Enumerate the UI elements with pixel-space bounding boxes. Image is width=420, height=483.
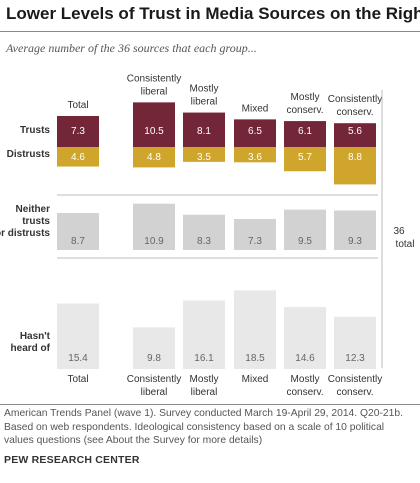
trusts-value: 6.1 — [298, 126, 312, 137]
unheard-value: 18.5 — [245, 353, 265, 364]
neither-bar — [234, 218, 276, 250]
trusts-value: 7.3 — [71, 126, 85, 137]
category-label-bottom: liberal — [191, 387, 218, 398]
unheard-bar — [284, 306, 326, 369]
trusts-bar — [133, 102, 175, 147]
neither-bar — [57, 213, 99, 250]
category-label-top: liberal — [141, 86, 168, 97]
footer-rule — [0, 404, 420, 405]
category-label-bottom: conserv. — [286, 387, 323, 398]
distrusts-value: 4.8 — [147, 152, 161, 163]
category-label-top: Mostly — [291, 92, 320, 103]
row-label-unheard: Hasn't — [20, 331, 51, 342]
trusts-value: 8.1 — [197, 126, 211, 137]
row-label-neither: Neither — [16, 204, 51, 215]
chart-subtitle: Average number of the 36 sources that ea… — [6, 41, 257, 55]
category-label-bottom: Mostly — [190, 374, 219, 385]
category-label-top: conserv. — [286, 105, 323, 116]
unheard-value: 15.4 — [68, 353, 88, 364]
unheard-value: 12.3 — [345, 353, 365, 364]
total-annotation: 36 — [393, 226, 405, 237]
neither-value: 10.9 — [144, 236, 164, 247]
trusts-value: 6.5 — [248, 126, 262, 137]
trusts-bar — [334, 123, 376, 147]
unheard-value: 14.6 — [295, 353, 315, 364]
chart-note: American Trends Panel (wave 1). Survey c… — [4, 408, 403, 446]
unheard-bar — [57, 303, 99, 369]
category-label-bottom: Consistently — [127, 374, 181, 385]
total-annotation: total — [396, 239, 415, 250]
unheard-value: 16.1 — [194, 353, 214, 364]
distrusts-bar — [334, 147, 376, 185]
trusts-bar — [234, 119, 276, 147]
chart-source: PEW RESEARCH CENTER — [4, 454, 140, 466]
category-label-top: Mixed — [242, 103, 269, 114]
row-label-neither: trusts — [22, 216, 50, 227]
category-label-bottom: conserv. — [336, 387, 373, 398]
unheard-bar — [183, 300, 225, 369]
unheard-bar — [234, 290, 276, 369]
distrusts-value: 8.8 — [348, 152, 362, 163]
row-label-trusts: Trusts — [20, 125, 50, 136]
trusts-bar — [57, 115, 99, 147]
distrusts-value: 4.6 — [71, 152, 85, 163]
trusts-bar — [183, 112, 225, 147]
neither-bar — [133, 203, 175, 250]
neither-bar — [334, 210, 376, 250]
category-label-bottom: Total — [67, 374, 88, 385]
category-label-top: Consistently — [328, 94, 382, 105]
trusts-value: 10.5 — [144, 126, 164, 137]
chart-title: Lower Levels of Trust in Media Sources o… — [6, 4, 420, 23]
category-label-bottom: Consistently — [328, 374, 382, 385]
distrusts-value: 3.5 — [197, 152, 211, 163]
neither-bar — [183, 214, 225, 250]
category-label-bottom: Mixed — [242, 374, 269, 385]
title-rule — [0, 31, 420, 32]
trusts-value: 5.6 — [348, 126, 362, 137]
neither-value: 7.3 — [248, 236, 262, 247]
neither-value: 9.5 — [298, 236, 312, 247]
row-label-neither: nor distrusts — [0, 228, 50, 239]
category-label-bottom: liberal — [141, 387, 168, 398]
neither-value: 9.3 — [348, 236, 362, 247]
row-label-unheard: heard of — [11, 343, 51, 354]
category-label-bottom: Mostly — [291, 374, 320, 385]
distrusts-bar — [284, 147, 326, 172]
distrusts-bar — [57, 147, 99, 167]
neither-value: 8.3 — [197, 236, 211, 247]
distrusts-value: 5.7 — [298, 152, 312, 163]
distrusts-value: 3.6 — [248, 152, 262, 163]
unheard-value: 9.8 — [147, 353, 161, 364]
category-label-top: conserv. — [336, 107, 373, 118]
distrusts-bar — [183, 147, 225, 162]
category-label-top: liberal — [191, 97, 218, 108]
row-label-distrusts: Distrusts — [7, 149, 51, 160]
category-label-top: Total — [67, 100, 88, 111]
unheard-bar — [133, 327, 175, 369]
distrusts-bar — [234, 147, 276, 163]
trusts-bar — [284, 121, 326, 147]
distrusts-bar — [133, 147, 175, 168]
neither-bar — [284, 209, 326, 250]
unheard-bar — [334, 316, 376, 369]
category-label-top: Mostly — [190, 84, 219, 95]
neither-value: 8.7 — [71, 236, 85, 247]
category-label-top: Consistently — [127, 73, 181, 84]
